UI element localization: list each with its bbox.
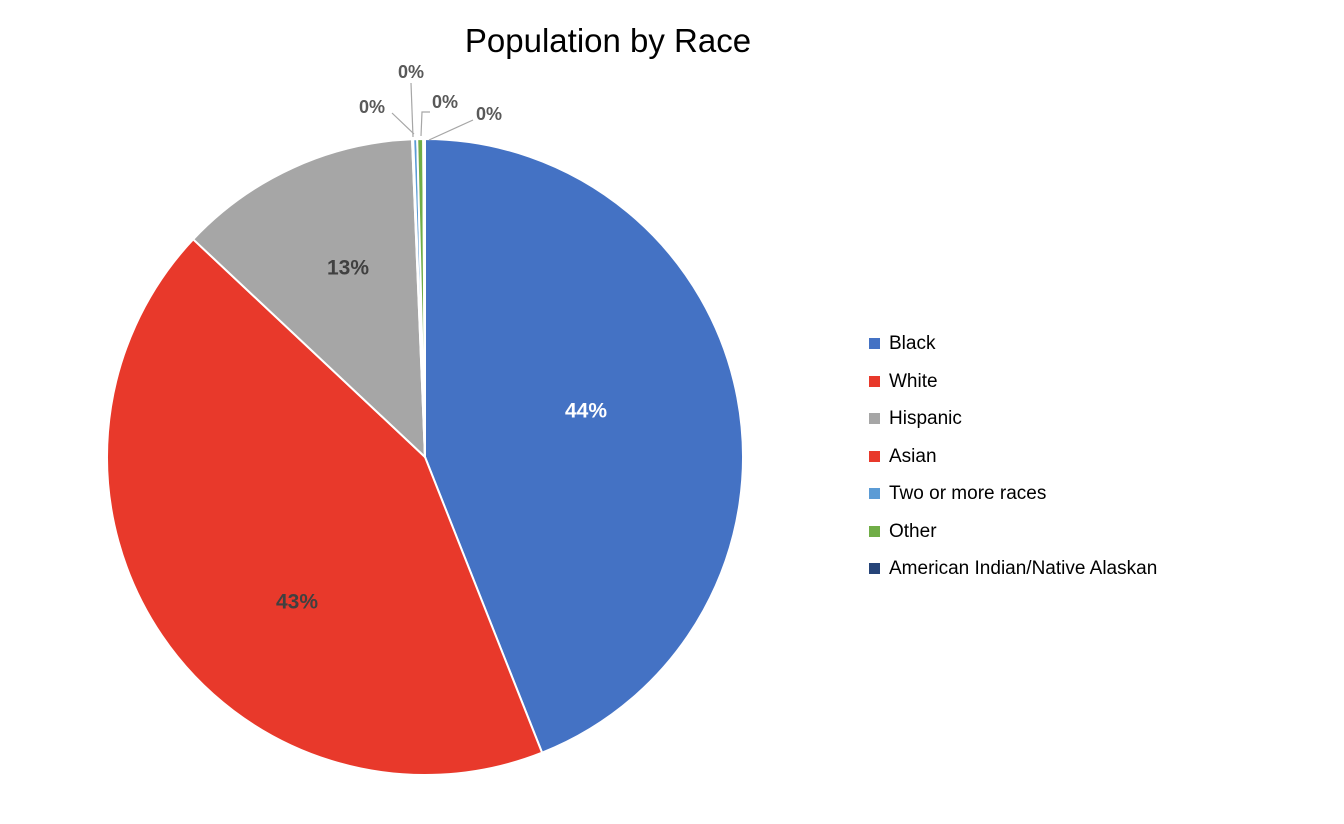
legend-item-hispanic: Hispanic xyxy=(869,400,1157,438)
slice-percent-label-white: 43% xyxy=(276,591,318,614)
chart-legend: Black White Hispanic Asian Two or more races… xyxy=(869,325,1157,588)
legend-label: Other xyxy=(889,520,937,542)
legend-item-asian: Asian xyxy=(869,438,1157,476)
legend-label: White xyxy=(889,370,938,392)
slice-percent-label-asian: 0% xyxy=(398,62,424,82)
legend-item-american-indian-native-alaskan: American Indian/Native Alaskan xyxy=(869,550,1157,588)
legend-swatch-icon xyxy=(869,525,880,537)
legend-label: Black xyxy=(889,333,936,355)
legend-label: Hispanic xyxy=(889,408,962,430)
legend-swatch-icon xyxy=(869,450,880,462)
slice-percent-label-black: 44% xyxy=(565,400,607,423)
slice-percent-label-american-indian-native-alaskan: 0% xyxy=(476,104,502,124)
legend-swatch-icon xyxy=(869,488,880,500)
legend-label: Asian xyxy=(889,445,937,467)
legend-swatch-icon xyxy=(869,375,880,387)
legend-swatch-icon xyxy=(869,563,880,575)
leader-line-two-or-more-races xyxy=(391,112,415,135)
legend-item-white: White xyxy=(869,363,1157,401)
legend-label: Two or more races xyxy=(889,483,1047,505)
legend-item-other: Other xyxy=(869,513,1157,551)
legend-swatch-icon xyxy=(869,338,880,350)
leader-line-american-indian-native-alaskan xyxy=(428,119,474,141)
slice-percent-label-other: 0% xyxy=(432,92,458,112)
leader-line-asian xyxy=(410,82,414,138)
chart-title: Population by Race xyxy=(464,22,752,59)
legend-label: American Indian/Native Alaskan xyxy=(889,558,1158,580)
pie-slice-white xyxy=(106,238,544,776)
slice-percent-label-hispanic: 13% xyxy=(327,257,369,280)
leader-line-other xyxy=(420,111,430,137)
legend-swatch-icon xyxy=(869,413,880,425)
pie-slice-hispanic xyxy=(192,138,426,458)
pie-slice-black xyxy=(424,138,744,754)
slice-percent-label-two-or-more-races: 0% xyxy=(359,97,385,117)
legend-item-two-or-more-races: Two or more races xyxy=(869,475,1157,513)
pie-slice-american-indian-native-alaskan xyxy=(422,138,426,458)
legend-item-black: Black xyxy=(869,325,1157,363)
